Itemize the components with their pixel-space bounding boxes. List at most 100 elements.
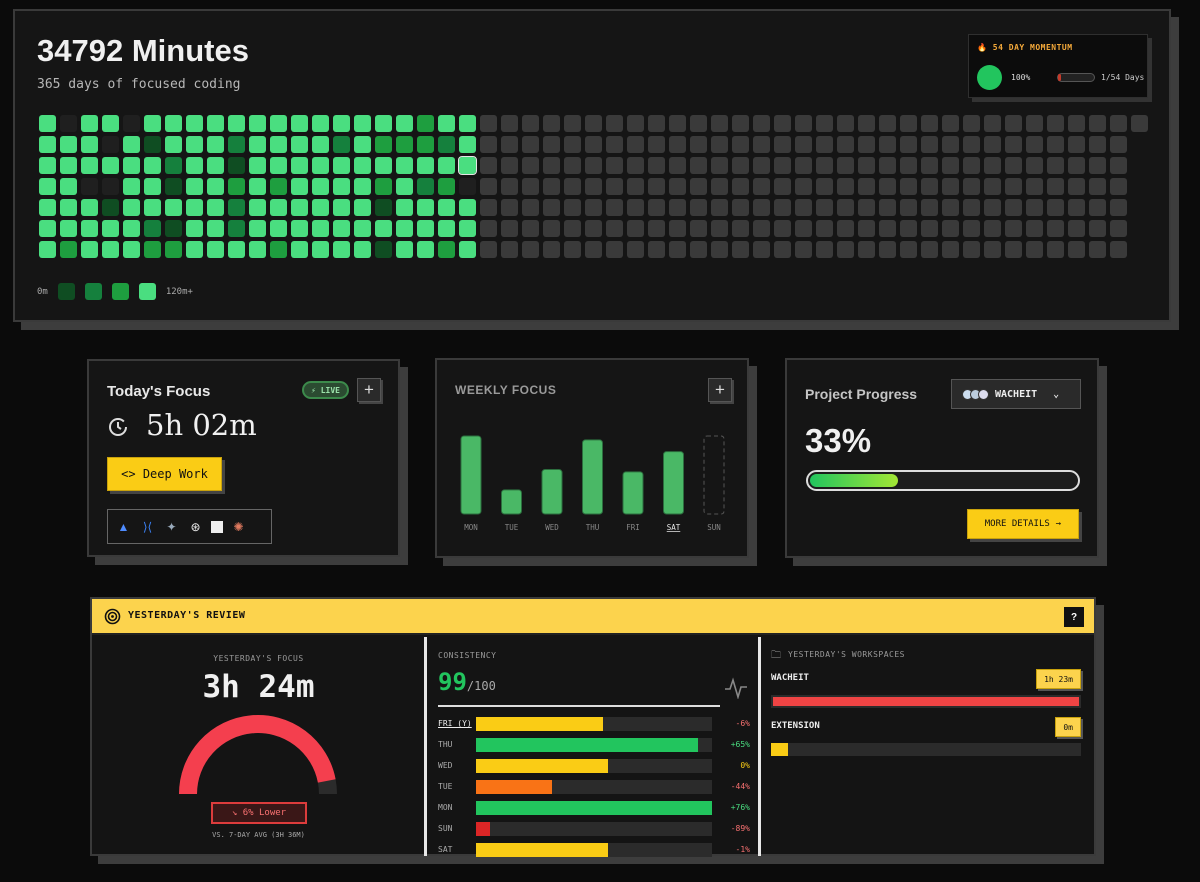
heatmap-day-cell[interactable] [480,136,497,153]
heatmap-day-cell[interactable] [186,241,203,258]
heatmap-day-cell[interactable] [669,157,686,174]
heatmap-day-cell[interactable] [711,115,728,132]
heatmap-day-cell[interactable] [417,220,434,237]
heatmap-day-cell[interactable] [795,115,812,132]
heatmap-day-cell[interactable] [1110,220,1127,237]
heatmap-day-cell[interactable] [732,157,749,174]
heatmap-day-cell[interactable] [774,241,791,258]
heatmap-day-cell[interactable] [60,199,77,216]
workspace-item[interactable]: WACHEIT 1h 23m [771,669,1081,711]
heatmap-day-cell[interactable] [606,241,623,258]
heatmap-day-cell[interactable] [270,178,287,195]
heatmap-day-cell[interactable] [207,136,224,153]
heatmap-day-cell[interactable] [354,178,371,195]
heatmap-day-cell[interactable] [921,199,938,216]
heatmap-day-cell[interactable] [963,136,980,153]
heatmap-day-cell[interactable] [123,115,140,132]
heatmap-day-cell[interactable] [228,220,245,237]
heatmap-day-cell[interactable] [921,220,938,237]
heatmap-day-cell[interactable] [480,115,497,132]
heatmap-day-cell[interactable] [1110,157,1127,174]
heatmap-day-cell[interactable] [1068,136,1085,153]
heatmap-day-cell[interactable] [900,220,917,237]
heatmap-day-cell[interactable] [795,178,812,195]
heatmap-day-cell[interactable] [837,220,854,237]
heatmap-day-cell[interactable] [39,241,56,258]
heatmap-day-cell[interactable] [1026,115,1043,132]
heatmap-day-cell[interactable] [354,136,371,153]
heatmap-day-cell[interactable] [858,136,875,153]
heatmap-day-cell[interactable] [984,241,1001,258]
heatmap-day-cell[interactable] [396,241,413,258]
antigravity-icon[interactable]: ▲ [117,519,130,534]
project-selector[interactable]: WACHEIT ⌄ [951,379,1081,409]
heatmap-day-cell[interactable] [921,115,938,132]
heatmap-day-cell[interactable] [123,136,140,153]
heatmap-day-cell[interactable] [753,199,770,216]
heatmap-day-cell[interactable] [1110,178,1127,195]
heatmap-day-cell[interactable] [858,157,875,174]
heatmap-day-cell[interactable] [543,199,560,216]
heatmap-day-cell[interactable] [858,178,875,195]
heatmap-day-cell[interactable] [543,241,560,258]
heatmap-day-cell[interactable] [270,115,287,132]
heatmap-day-cell[interactable] [753,220,770,237]
openai-icon[interactable]: ⊛ [190,519,201,534]
heatmap-day-cell[interactable] [1026,178,1043,195]
heatmap-day-cell[interactable] [774,115,791,132]
heatmap-day-cell[interactable] [543,115,560,132]
heatmap-day-cell[interactable] [438,157,455,174]
heatmap-day-cell[interactable] [60,241,77,258]
heatmap-day-cell[interactable] [627,199,644,216]
heatmap-day-cell[interactable] [1068,115,1085,132]
heatmap-day-cell[interactable] [921,241,938,258]
heatmap-day-cell[interactable] [144,220,161,237]
heatmap-day-cell[interactable] [396,136,413,153]
heatmap-day-cell[interactable] [291,220,308,237]
heatmap-day-cell[interactable] [417,178,434,195]
heatmap-day-cell[interactable] [816,157,833,174]
heatmap-day-cell[interactable] [543,136,560,153]
heatmap-day-cell[interactable] [1005,157,1022,174]
heatmap-day-cell[interactable] [1089,199,1106,216]
heatmap-day-cell[interactable] [438,220,455,237]
heatmap-day-cell[interactable] [333,115,350,132]
heatmap-day-cell[interactable] [165,199,182,216]
heatmap-day-cell[interactable] [984,115,1001,132]
heatmap-day-cell[interactable] [459,178,476,195]
heatmap-day-cell[interactable] [648,199,665,216]
heatmap-day-cell[interactable] [627,136,644,153]
heatmap-day-cell[interactable] [522,115,539,132]
heatmap-day-cell[interactable] [1068,220,1085,237]
heatmap-day-cell[interactable] [963,157,980,174]
heatmap-day-cell[interactable] [648,220,665,237]
heatmap-day-cell[interactable] [1089,157,1106,174]
heatmap-day-cell[interactable] [39,199,56,216]
heatmap-day-cell[interactable] [711,220,728,237]
heatmap-day-cell[interactable] [711,241,728,258]
heatmap-day-cell[interactable] [585,178,602,195]
heatmap-day-cell[interactable] [501,136,518,153]
heatmap-day-cell[interactable] [375,241,392,258]
heatmap-day-cell[interactable] [1131,115,1148,132]
heatmap-day-cell[interactable] [375,136,392,153]
heatmap-day-cell[interactable] [396,199,413,216]
heatmap-day-cell[interactable] [711,199,728,216]
heatmap-day-cell[interactable] [669,241,686,258]
heatmap-day-cell[interactable] [144,241,161,258]
heatmap-day-cell[interactable] [963,220,980,237]
heatmap-day-cell[interactable] [984,220,1001,237]
heatmap-day-cell[interactable] [795,136,812,153]
heatmap-day-cell[interactable] [816,199,833,216]
heatmap-day-cell[interactable] [711,136,728,153]
heatmap-day-cell[interactable] [669,136,686,153]
heatmap-day-cell[interactable] [81,136,98,153]
heatmap-day-cell[interactable] [858,241,875,258]
heatmap-day-cell[interactable] [249,220,266,237]
heatmap-day-cell[interactable] [942,241,959,258]
heatmap-day-cell[interactable] [1026,220,1043,237]
heatmap-day-cell[interactable] [690,157,707,174]
heatmap-day-cell[interactable] [900,199,917,216]
heatmap-day-cell[interactable] [606,178,623,195]
heatmap-day-cell[interactable] [1047,115,1064,132]
